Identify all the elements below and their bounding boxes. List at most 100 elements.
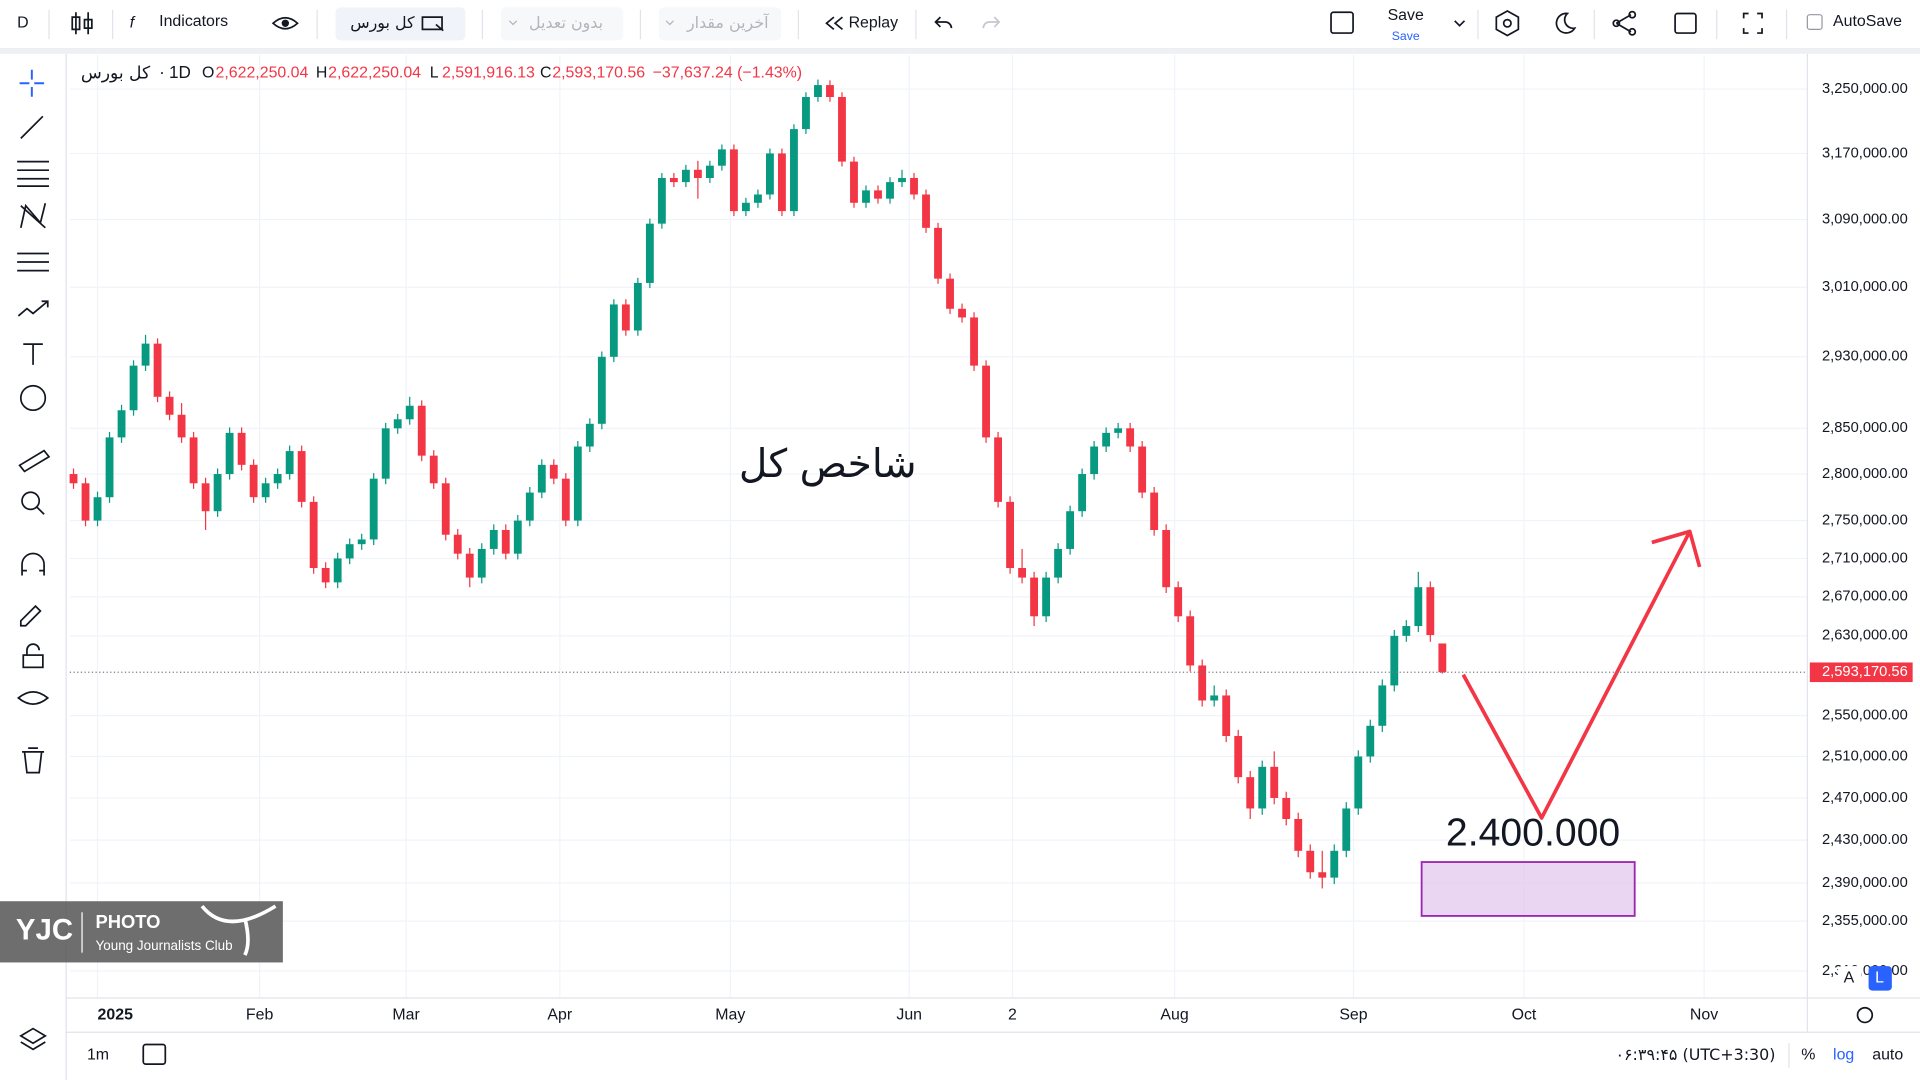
y-tick-label: 2,850,000.00 (1822, 420, 1908, 436)
snapshot-button[interactable] (1674, 12, 1697, 34)
y-tick-label: 2,710,000.00 (1822, 550, 1908, 566)
symbol-short[interactable]: D (17, 14, 29, 31)
scale-a-button[interactable]: A (1844, 970, 1855, 987)
magnet-tool[interactable] (21, 552, 45, 576)
y-tick-label: 2,390,000.00 (1822, 875, 1908, 891)
x-tick-label: Jun (896, 1006, 922, 1023)
log-button[interactable]: log (1833, 1047, 1854, 1064)
eye-icon[interactable] (271, 16, 299, 30)
projection-tool[interactable] (17, 300, 49, 317)
candle-body (309, 501, 318, 568)
hide-tool[interactable] (17, 690, 50, 705)
undo-button[interactable] (934, 16, 953, 29)
candle-body (778, 153, 786, 212)
indicators-button[interactable]: Indicators (159, 13, 228, 30)
scale-l-button[interactable]: L (1875, 970, 1884, 987)
candle-body (922, 194, 930, 228)
redo-button[interactable] (982, 16, 1001, 29)
candle-body (129, 365, 138, 411)
candle-body (970, 317, 978, 366)
autosave-label[interactable]: AutoSave (1833, 13, 1902, 30)
candle-body (1342, 808, 1351, 851)
scale-l-bg[interactable] (1868, 966, 1892, 991)
y-tick-label: 2,800,000.00 (1822, 466, 1908, 482)
object-tree-button[interactable] (19, 1027, 47, 1051)
settings-dot (1502, 18, 1512, 28)
candle-body (826, 85, 834, 98)
y-tick-label: 3,170,000.00 (1822, 145, 1908, 161)
candle-body (1414, 587, 1423, 627)
candle-body (1066, 511, 1075, 549)
candle-body (1186, 616, 1195, 666)
candle-body (1018, 567, 1026, 578)
text-tool[interactable] (23, 343, 43, 365)
x-tick-label: 2 (1008, 1006, 1017, 1023)
save-dropdown[interactable] (1454, 20, 1466, 27)
candle-body (1138, 446, 1147, 493)
y-tick-label: 2,670,000.00 (1822, 589, 1908, 605)
clock: ۰۶:۳۹:۴۵ (UTC+3:30) (1615, 1045, 1775, 1064)
forecast-tool[interactable] (17, 252, 49, 272)
emoji-tool[interactable] (19, 384, 47, 412)
candle-body (958, 308, 966, 318)
symbol-button[interactable]: کل بورس (350, 13, 415, 33)
candle-body (946, 278, 954, 309)
candle-body (1090, 446, 1099, 475)
x-tick-label: Feb (246, 1006, 274, 1023)
candle-body (1366, 725, 1375, 757)
candle-body (693, 169, 702, 179)
measure-tool[interactable] (18, 449, 51, 473)
auto-button[interactable]: auto (1872, 1047, 1903, 1064)
share-dot (1628, 27, 1637, 36)
legend-ohlc-value: 2,591,916.13 (442, 65, 535, 82)
trendline-tool[interactable] (20, 115, 44, 139)
candle-body (405, 405, 414, 420)
fullscreen-button[interactable] (1742, 12, 1763, 34)
candle-body (838, 97, 846, 162)
autosave-checkbox[interactable] (1806, 14, 1823, 30)
candle-body (69, 474, 78, 484)
candle-body (1114, 428, 1123, 433)
forecast-arrow (1461, 529, 1702, 820)
fib-tool[interactable] (17, 160, 49, 187)
watermark-photo: PHOTO (96, 911, 161, 932)
replay-button[interactable]: Replay (849, 14, 899, 31)
legend-ohlc-label: O (202, 65, 214, 82)
annotation-title: شاخص کل (739, 442, 917, 487)
candle-body (633, 282, 642, 331)
pattern-tool[interactable] (19, 203, 47, 229)
y-tick-label: 2,930,000.00 (1822, 349, 1908, 365)
candle-body (261, 483, 270, 498)
save-button[interactable]: Save (1388, 7, 1424, 24)
axis-settings-button[interactable] (1856, 1006, 1874, 1024)
y-tick-label: 2,550,000.00 (1822, 708, 1908, 724)
candle-body (741, 202, 750, 212)
price-type-dropdown[interactable]: آخرین مقدار (686, 13, 770, 33)
adjustment-bg[interactable] (500, 7, 624, 41)
percent-button[interactable]: % (1801, 1047, 1815, 1064)
candle-body (1294, 818, 1303, 851)
zoom-tool[interactable] (21, 491, 41, 511)
settings-button[interactable] (1495, 10, 1520, 37)
delete-tool[interactable] (22, 747, 45, 774)
candle-body (357, 539, 366, 545)
watermark: YJC PHOTO Young Journalists Club (0, 901, 283, 963)
lock-tool[interactable] (22, 654, 44, 669)
crosshair-tool[interactable] (19, 69, 45, 97)
theme-button[interactable] (1555, 12, 1577, 34)
adjustment-dropdown[interactable]: بدون تعدیل (529, 13, 603, 33)
draw-mode-tool[interactable] (19, 604, 42, 627)
candle-body (898, 178, 906, 183)
legend-separator: · (159, 62, 165, 82)
candle-body (1210, 695, 1219, 701)
layout-button[interactable] (1330, 11, 1354, 34)
candle-body (321, 567, 330, 583)
range-button[interactable]: 1m (87, 1047, 109, 1064)
zoom-handle (36, 506, 45, 515)
symbol-button-bg[interactable] (335, 7, 466, 41)
goto-date-button[interactable] (142, 1043, 167, 1065)
scale-a-bg[interactable] (1837, 966, 1862, 991)
price-type-bg[interactable] (658, 7, 782, 41)
chart-type-icon[interactable] (71, 12, 93, 35)
candle-body (213, 474, 222, 512)
